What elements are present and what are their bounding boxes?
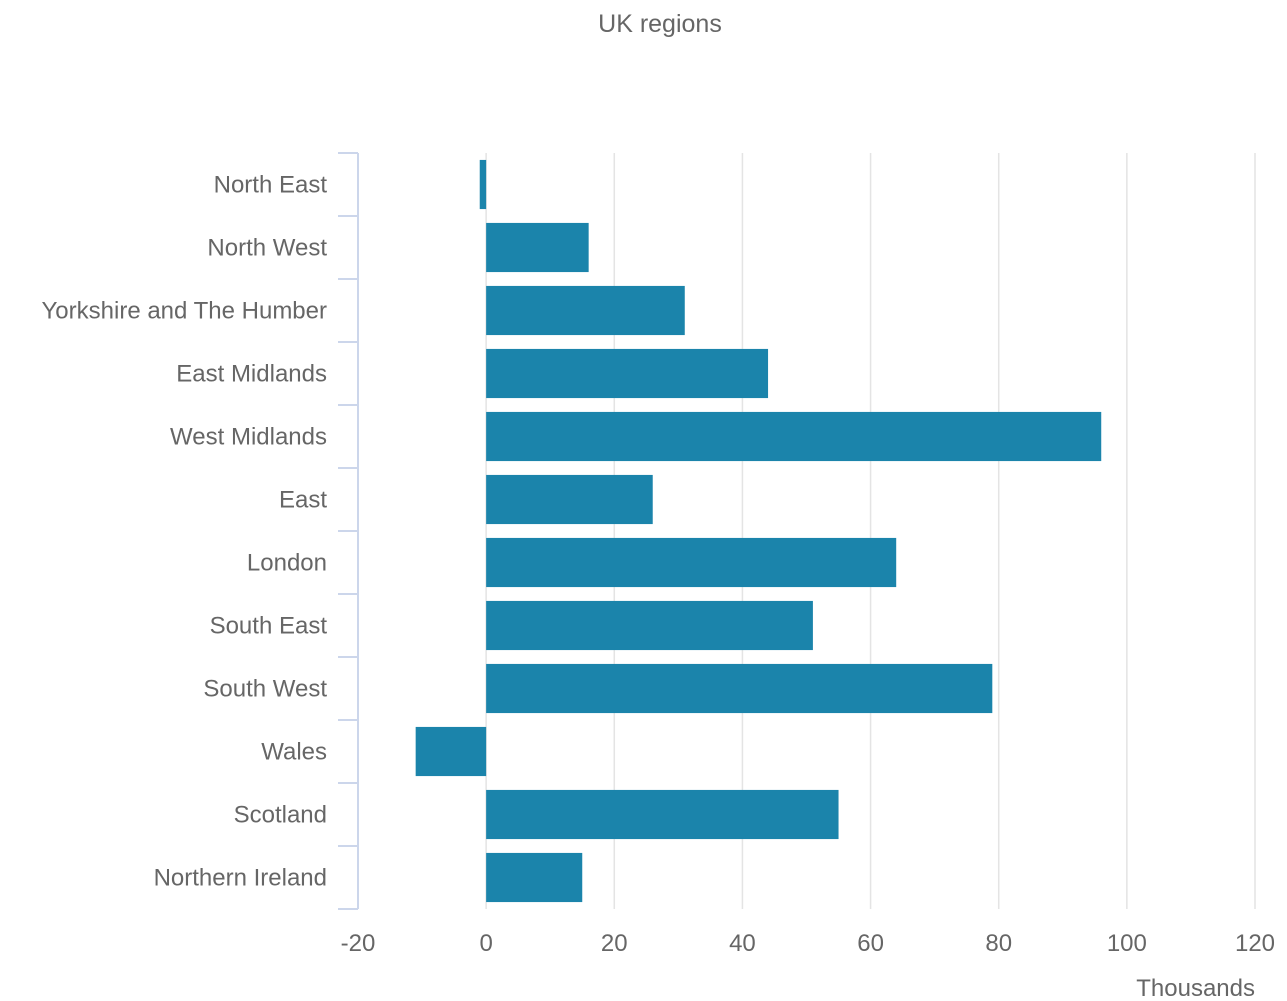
x-axis-label: Thousands — [1136, 975, 1255, 1001]
category-label: London — [247, 550, 327, 577]
bar[interactable] — [486, 537, 897, 588]
category-label: Scotland — [234, 802, 327, 829]
category-label: North West — [207, 235, 327, 262]
bar[interactable] — [486, 600, 813, 651]
x-tick-label: 120 — [1235, 930, 1275, 957]
x-axis-tick-labels: -20 0 20 40 60 80 100 120 — [341, 930, 1275, 957]
x-tick-label: 100 — [1107, 930, 1147, 957]
bar[interactable] — [415, 726, 487, 777]
bar[interactable] — [486, 411, 1102, 462]
gridlines — [485, 153, 1256, 909]
bar[interactable] — [486, 663, 993, 714]
category-label: East Midlands — [176, 361, 327, 388]
category-label: West Midlands — [170, 424, 327, 451]
bar[interactable] — [486, 222, 589, 273]
category-label: South West — [203, 676, 327, 703]
bar[interactable] — [486, 285, 685, 336]
category-label: North East — [214, 172, 328, 199]
x-tick-label: 0 — [479, 930, 492, 957]
category-label: Yorkshire and The Humber — [42, 298, 328, 325]
bar[interactable] — [486, 852, 583, 903]
chart-title: UK regions — [598, 10, 722, 38]
bar[interactable] — [486, 348, 769, 399]
category-label: Wales — [261, 739, 327, 766]
bars — [415, 159, 1102, 903]
x-tick-label: 40 — [729, 930, 756, 957]
bar[interactable] — [486, 789, 839, 840]
bar[interactable] — [486, 474, 653, 525]
x-tick-label: 60 — [857, 930, 884, 957]
x-tick-label: 80 — [985, 930, 1012, 957]
category-label: Northern Ireland — [154, 865, 327, 892]
y-axis — [338, 152, 359, 910]
category-label: East — [279, 487, 327, 514]
x-tick-label: 20 — [601, 930, 628, 957]
x-tick-label: -20 — [341, 930, 376, 957]
category-label: South East — [210, 613, 328, 640]
bar[interactable] — [479, 159, 487, 210]
category-labels: North East North West Yorkshire and The Hu… — [42, 172, 328, 892]
